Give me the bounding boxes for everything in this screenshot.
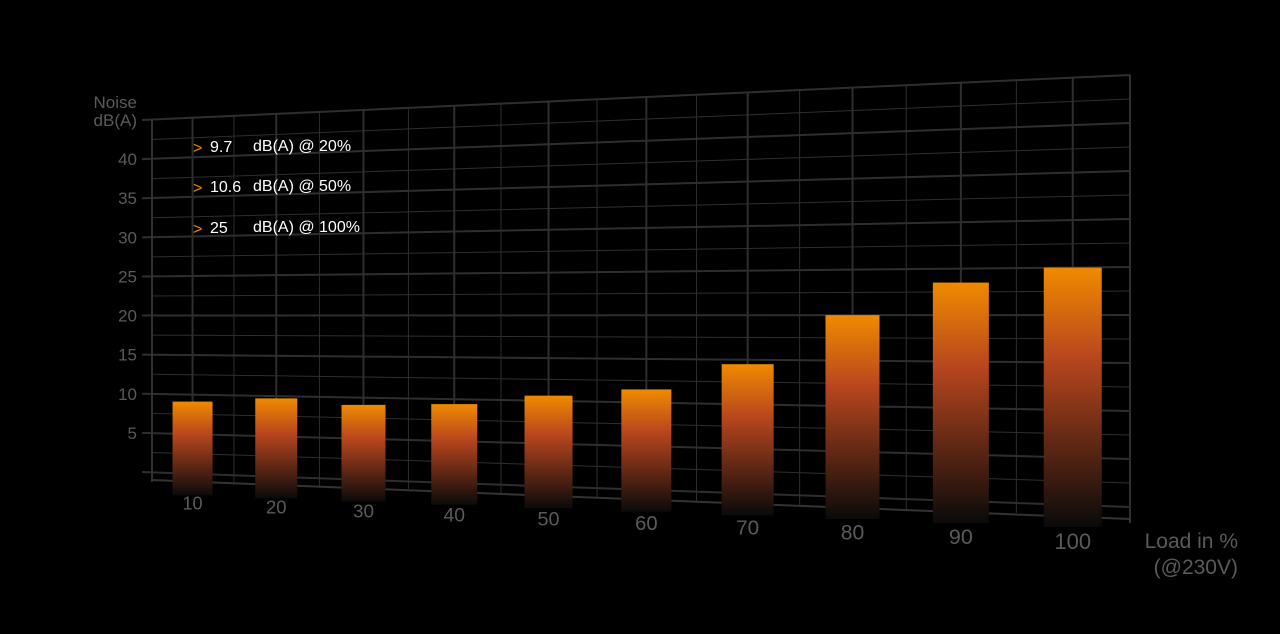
x-tick-label: 60: [635, 513, 658, 535]
annotation-value: 10.6: [210, 179, 241, 196]
annotation-value: 9.7: [210, 139, 232, 156]
y-tick-label: 5: [128, 424, 137, 443]
bar-80: [825, 315, 880, 520]
labels: 5 10 15 20 25 30 35 40 10 20 30 40 50 60 70 80 90 100: [118, 150, 1091, 554]
annotation-2: > 10.6 dB(A) @ 50%: [193, 178, 351, 197]
bar-100: [1043, 267, 1102, 527]
bar-40: [431, 404, 478, 505]
grid-line-h: [141, 266, 1131, 278]
x-tick-label: 50: [538, 509, 560, 531]
x-axis-title-line1: Load in %: [1145, 530, 1238, 553]
x-tick-label: 80: [841, 521, 864, 544]
annotation-3: > 25 dB(A) @ 100%: [193, 219, 360, 238]
x-tick-label: 100: [1054, 529, 1091, 554]
bar-90: [932, 282, 989, 523]
x-tick-label: 30: [353, 501, 374, 522]
grid-line-h: [141, 122, 1131, 161]
annotation-text: dB(A) @ 20%: [253, 138, 351, 155]
y-tick-label: 35: [118, 189, 137, 208]
bar-50: [524, 395, 573, 509]
annotation-marker: >: [193, 180, 202, 197]
y-tick-label: 10: [118, 385, 137, 404]
x-tick-label: 90: [949, 524, 973, 549]
annotation-value: 25: [210, 220, 228, 237]
annotation-marker: >: [193, 140, 202, 157]
y-tick-label: 30: [118, 228, 137, 247]
bars: [172, 267, 1102, 527]
y-axis-title-line1: Noise: [94, 93, 137, 112]
x-tick-label: 70: [736, 517, 759, 540]
grid-line-h: [141, 74, 1131, 121]
bar-60: [621, 389, 672, 512]
x-tick-label: 10: [183, 493, 203, 513]
bar-20: [255, 398, 298, 499]
y-tick-label: 40: [118, 150, 137, 169]
y-axis-title-line2: dB(A): [94, 111, 137, 130]
bar-10: [172, 401, 213, 496]
y-tick-label: 15: [118, 346, 137, 365]
grid-line-h: [151, 98, 1131, 141]
grid-line-h: [151, 146, 1131, 180]
grid-line-h: [141, 218, 1131, 239]
annotation-1: > 9.7 dB(A) @ 20%: [193, 138, 351, 157]
grid-line-h: [151, 194, 1131, 219]
bar-70: [721, 364, 774, 516]
x-axis-title-line2: (@230V): [1154, 556, 1238, 579]
annotation-marker: >: [193, 221, 202, 238]
y-tick-label: 20: [118, 307, 137, 326]
y-tick-label: 25: [118, 267, 137, 286]
annotation-text: dB(A) @ 100%: [253, 219, 360, 236]
x-tick-label: 40: [444, 505, 466, 526]
bar-30: [341, 404, 386, 502]
annotation-text: dB(A) @ 50%: [253, 178, 351, 195]
grid-line-h: [141, 170, 1131, 200]
x-tick-label: 20: [266, 496, 287, 517]
grid-line-h: [151, 242, 1131, 258]
